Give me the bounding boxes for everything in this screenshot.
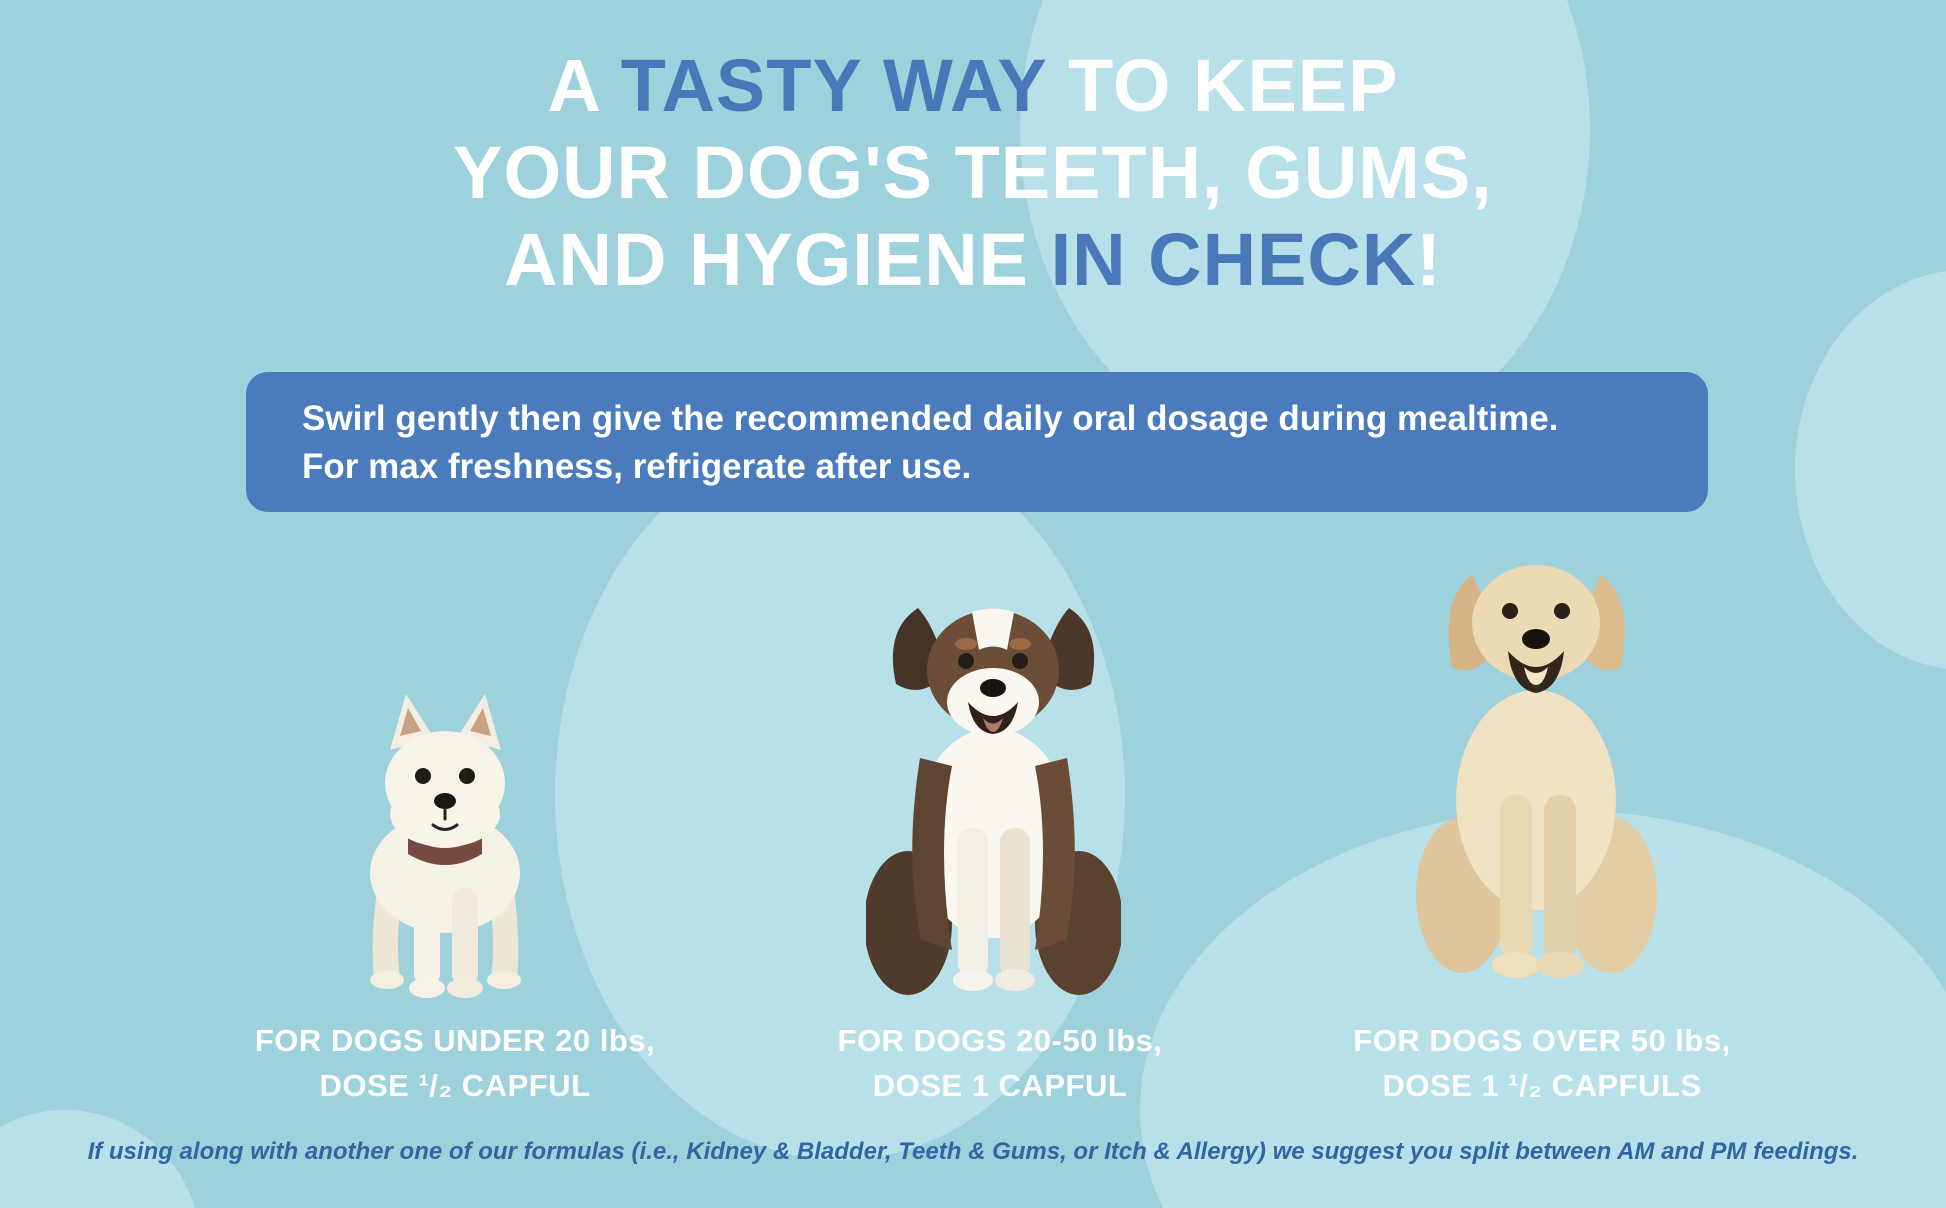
dose-size-line: FOR DOGS OVER 50 lbs, [1353,1023,1731,1058]
instruction-line-1: Swirl gently then give the recommended d… [302,399,1559,438]
dose-size-line: FOR DOGS UNDER 20 lbs, [254,1023,656,1058]
headline-line-1: A TASTY WAY TO KEEP [0,42,1946,129]
headline-highlight: IN CHECK [1050,218,1417,301]
dose-amount-line: DOSE 1 CAPFUL [872,1068,1128,1103]
dose-size-line: FOR DOGS 20-50 lbs, [837,1023,1163,1058]
headline-highlight: TASTY WAY [620,44,1047,127]
golden-retriever-illustration [1416,565,1657,978]
dose-label-small-dogs: FOR DOGS UNDER 20 lbs, DOSE ¹/₂ CAPFUL [145,1018,765,1108]
headline-line-3: AND HYGIENE IN CHECK! [0,216,1946,303]
instruction-box: Swirl gently then give the recommended d… [246,372,1708,512]
australian-shepherd-illustration [866,608,1121,995]
dose-label-medium-dogs: FOR DOGS 20-50 lbs, DOSE 1 CAPFUL [690,1018,1310,1108]
headline-segment: TO KEEP [1046,44,1399,127]
west-highland-terrier-illustration [370,694,521,998]
instruction-line-2: For max freshness, refrigerate after use… [302,447,972,486]
headline-segment: YOUR DOG'S TEETH, GUMS, [453,131,1493,214]
combination-usage-note: If using along with another one of our f… [87,1138,1859,1165]
dose-amount-line: DOSE 1 ¹/₂ CAPFULS [1382,1068,1702,1103]
large-dog-image [1414,535,1659,1003]
dose-label-large-dogs: FOR DOGS OVER 50 lbs, DOSE 1 ¹/₂ CAPFULS [1232,1018,1852,1108]
headline-segment: A [547,44,621,127]
medium-dog-image [866,578,1121,1003]
paw-blob-right-edge [1795,270,1946,670]
small-dog-image [348,688,543,998]
dose-amount-line: DOSE ¹/₂ CAPFUL [319,1068,591,1103]
page-title: A TASTY WAY TO KEEP YOUR DOG'S TEETH, GU… [0,42,1946,303]
headline-segment: ! [1416,218,1442,301]
headline-segment: AND HYGIENE [504,218,1051,301]
headline-line-2: YOUR DOG'S TEETH, GUMS, [0,129,1946,216]
